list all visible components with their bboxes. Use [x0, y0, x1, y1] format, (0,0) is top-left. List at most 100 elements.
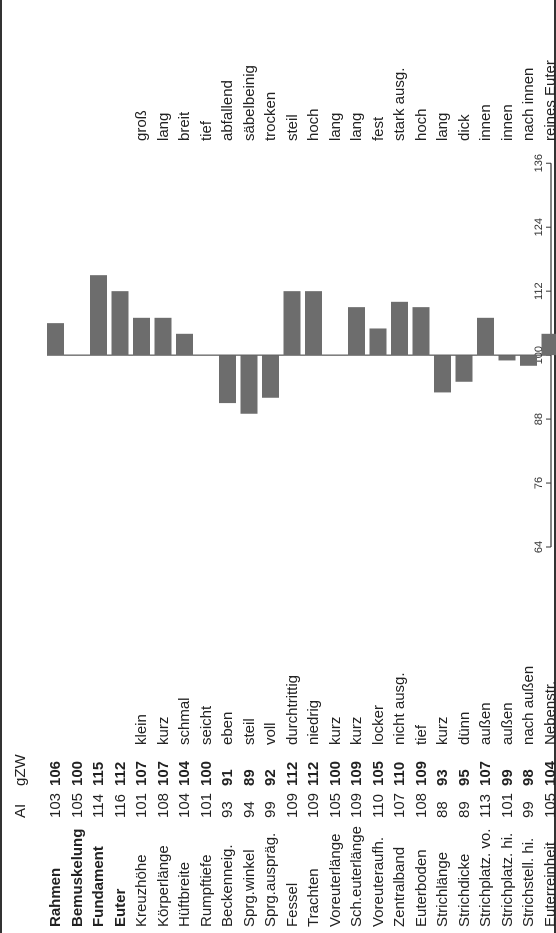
low-label: Nebenstr.	[541, 680, 556, 745]
low-label: voll	[262, 722, 279, 745]
high-label: trocken	[262, 91, 279, 141]
trait-name: Hüftbreite	[176, 861, 193, 927]
bar	[412, 307, 430, 356]
gzw-value: 112	[111, 761, 129, 786]
ai-value: 116	[111, 794, 129, 818]
trait-name: Körperlänge	[154, 845, 172, 927]
ai-value: 94	[240, 801, 258, 818]
low-label: nach außen	[520, 665, 537, 745]
gzw-value: 93	[434, 769, 451, 786]
bar	[262, 355, 279, 398]
bar	[111, 291, 129, 356]
low-label: seicht	[197, 705, 215, 745]
ai-value: 105	[326, 792, 344, 818]
trait-name: Strichplatz. hi.	[498, 832, 516, 927]
high-label: innen	[498, 104, 516, 141]
ai-value: 88	[434, 801, 451, 818]
ai-value: 101	[498, 792, 516, 818]
trait-name: Zentralband	[391, 846, 408, 927]
high-label: stark ausg.	[391, 67, 408, 141]
low-label: niedrig	[305, 699, 322, 745]
low-label: kurz	[348, 716, 365, 745]
ai-value: 113	[477, 794, 494, 818]
bar	[154, 317, 172, 356]
gzw-value: 104	[176, 760, 193, 786]
low-label: locker	[369, 704, 387, 745]
ai-value: 101	[197, 792, 215, 818]
bar	[348, 307, 365, 356]
trait-row: Körperlänge 108 107 kurz lang	[153, 0, 174, 933]
high-label: abfallend	[219, 80, 236, 141]
trait-name: Euterboden	[412, 849, 430, 927]
axis-tick-label: 112	[533, 282, 545, 300]
trait-row: Zentralband 107 110 nicht ausg. stark ausg.	[389, 0, 410, 933]
bar	[47, 323, 64, 356]
trait-row: Trachten 109 112 niedrig hoch	[303, 0, 324, 933]
gzw-value: 100	[326, 760, 344, 786]
bar	[176, 333, 193, 356]
ai-value: 99	[262, 801, 279, 818]
gzw-value: 100	[68, 760, 86, 786]
gzw-value: 92	[262, 769, 279, 786]
trait-row: Sch.euterlänge 109 109 kurz lang	[346, 0, 367, 933]
high-label: breit	[176, 111, 193, 141]
bar	[219, 355, 236, 404]
trait-row: Kreuzhöhe 101 107 klein groß	[131, 0, 152, 933]
trait-name: Strichdicke	[455, 853, 473, 927]
high-label: lang	[434, 112, 451, 141]
trait-name: Fessel	[283, 882, 301, 927]
gzw-value: 105	[369, 760, 387, 786]
trait-name: Euter	[111, 888, 129, 927]
trait-name: Sch.euterlänge	[348, 826, 365, 927]
trait-row: Hüftbreite 104 104 schmal breit	[174, 0, 195, 933]
gzw-value: 112	[283, 761, 301, 786]
trait-row: Rumpftiefe 101 100 seicht tief	[196, 0, 217, 933]
high-label: nach innen	[520, 67, 537, 141]
ai-value: 108	[154, 792, 172, 818]
gzw-value: 115	[90, 761, 107, 786]
low-label: tief	[412, 724, 430, 745]
high-label: reines Euter	[541, 60, 556, 141]
ai-value: 109	[348, 792, 365, 818]
gzw-value: 100	[197, 760, 215, 786]
high-label: säbelbeinig	[240, 65, 258, 141]
high-label: dick	[455, 114, 473, 141]
gzw-value: 91	[219, 769, 236, 786]
gzw-value: 110	[391, 761, 408, 786]
bar	[498, 355, 516, 361]
gzw-value: 109	[412, 760, 430, 786]
trait-row: Fundament 114 115	[88, 0, 109, 933]
gzw-value: 104	[541, 760, 556, 786]
low-label: schmal	[176, 697, 193, 745]
high-label: innen	[477, 104, 494, 141]
trait-name: Rahmen	[47, 867, 64, 927]
trait-row: Strichplatz. hi. 101 99 außen innen	[497, 0, 518, 933]
low-label: kurz	[434, 716, 451, 745]
low-label: kurz	[326, 716, 344, 745]
trait-row: Euter 116 112	[110, 0, 131, 933]
trait-row: Sprg.winkel 94 89 steil säbelbeinig	[239, 0, 260, 933]
trait-name: Fundament	[90, 846, 107, 927]
trait-name: Kreuzhöhe	[133, 854, 150, 927]
trait-name: Voreuteraufh.	[369, 836, 387, 927]
low-label: klein	[133, 714, 150, 745]
high-label: groß	[133, 110, 150, 141]
gzw-value: 99	[498, 769, 516, 786]
trait-row: Voreuteraufh. 110 105 locker fest	[368, 0, 389, 933]
ai-value: 105	[541, 792, 556, 818]
ai-value: 107	[391, 792, 408, 818]
low-label: dünn	[455, 711, 473, 745]
high-label: hoch	[412, 108, 430, 141]
trait-row: Euterboden 108 109 tief hoch	[411, 0, 432, 933]
axis-tick-label: 76	[533, 477, 545, 489]
trait-name: Strichlänge	[434, 851, 451, 927]
gzw-value: 98	[520, 769, 537, 786]
bar	[305, 291, 322, 356]
low-label: außen	[477, 702, 494, 745]
gzw-value: 95	[455, 769, 473, 786]
trait-row: Strichstell. hi. 99 98 nach außen nach innen	[518, 0, 539, 933]
bar	[240, 355, 258, 414]
trait-row: Strichplatz. vo. 113 107 außen innen	[475, 0, 496, 933]
